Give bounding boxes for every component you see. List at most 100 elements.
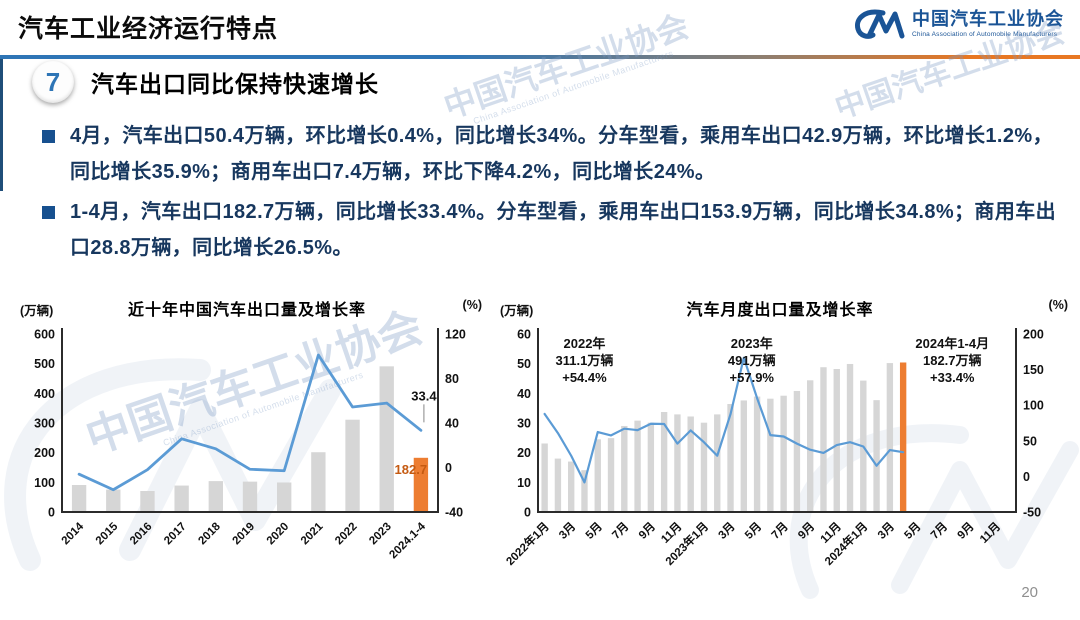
section-number-badge: 7 bbox=[32, 61, 74, 103]
x-tick-label: 7月 bbox=[769, 520, 791, 542]
left-axis-tick: 50 bbox=[517, 357, 531, 371]
x-tick-label: 9月 bbox=[795, 520, 817, 542]
bar bbox=[727, 404, 734, 512]
x-tick-label: 2024.1-4 bbox=[387, 520, 428, 561]
x-tick-label: 2016 bbox=[128, 521, 155, 548]
bar bbox=[594, 439, 601, 512]
annotation-text: 311.1万辆 bbox=[556, 353, 614, 368]
x-tick-label: 2015 bbox=[94, 520, 121, 547]
annotation-text: 2024年1-4月 bbox=[915, 336, 989, 351]
x-tick-label: 7月 bbox=[928, 520, 950, 542]
x-tick-label: 9月 bbox=[636, 520, 658, 542]
bar bbox=[647, 422, 655, 512]
annotation-text: 182.7万辆 bbox=[923, 353, 982, 368]
x-tick-label: 2020 bbox=[265, 521, 292, 548]
left-axis-tick: 500 bbox=[34, 357, 55, 371]
line-end-label: 33.4 bbox=[411, 388, 437, 403]
bar bbox=[714, 414, 721, 512]
page-number: 20 bbox=[1021, 584, 1038, 601]
left-axis-tick: 60 bbox=[517, 328, 531, 342]
x-tick-label: 2014 bbox=[60, 520, 87, 547]
left-axis-tick: 0 bbox=[48, 506, 55, 520]
bar bbox=[621, 425, 628, 512]
cm-logo-icon bbox=[854, 9, 905, 39]
right-axis-unit: (%) bbox=[462, 298, 482, 312]
bar bbox=[846, 363, 854, 512]
bar bbox=[311, 452, 326, 512]
x-tick-label: 11月 bbox=[977, 520, 1003, 546]
x-tick-label: 5月 bbox=[902, 520, 924, 542]
left-accent-bar bbox=[0, 59, 3, 191]
left-axis-unit: (万辆) bbox=[500, 304, 534, 318]
right-axis-tick: 100 bbox=[1023, 399, 1044, 413]
right-axis-tick: 0 bbox=[1023, 470, 1030, 484]
right-axis-tick: 200 bbox=[1023, 328, 1044, 342]
highlight-bar bbox=[413, 457, 429, 512]
x-tick-label: 2017 bbox=[162, 521, 189, 548]
right-axis-tick: -40 bbox=[445, 506, 463, 520]
x-tick-label: 5月 bbox=[583, 520, 605, 542]
bar bbox=[345, 419, 360, 512]
bullet-text: 1-4月，汽车出口182.7万辆，同比增长33.4%。分车型看，乘用车出口153… bbox=[70, 201, 1057, 259]
bar bbox=[753, 396, 761, 512]
bullet-list: 4月，汽车出口50.4万辆，环比增长0.4%，同比增长34%。分车型看，乘用车出… bbox=[42, 119, 1060, 266]
bar bbox=[886, 363, 894, 512]
right-axis-tick: 150 bbox=[1023, 363, 1044, 377]
bar bbox=[820, 367, 827, 512]
bar bbox=[873, 400, 880, 512]
decade-export-chart: (万辆) 近十年中国汽车出口量及增长率 (%) 0 100 200 300 400 500… bbox=[10, 296, 484, 597]
bullet-text: 4月，汽车出口50.4万辆，环比增长0.4%，同比增长34%。分车型看，乘用车出… bbox=[70, 125, 1053, 183]
annotation-text: +54.4% bbox=[562, 370, 607, 385]
chart-title: 汽车月度出口量及增长率 bbox=[686, 302, 874, 319]
bar bbox=[554, 458, 562, 512]
bar bbox=[568, 461, 575, 512]
x-tick-label: 2021 bbox=[299, 520, 326, 547]
watermark-cn: 中国汽车工业协会 bbox=[439, 7, 694, 125]
right-axis-tick: 80 bbox=[445, 372, 459, 386]
x-tick-label: 2018 bbox=[196, 520, 223, 547]
left-axis-tick: 100 bbox=[34, 476, 55, 490]
chart-header: (万辆) 汽车月度出口量及增长率 (%) bbox=[490, 296, 1070, 320]
bar bbox=[807, 380, 814, 512]
x-tick-label: 2019 bbox=[231, 521, 258, 548]
logo-name-en: China Association of Automobile Manufact… bbox=[912, 30, 1058, 38]
bullet-square-icon bbox=[42, 130, 55, 143]
growth-rate-line bbox=[77, 353, 423, 492]
chart-title: 近十年中国汽车出口量及增长率 bbox=[127, 302, 366, 319]
bar bbox=[767, 398, 774, 512]
x-tick-label: 2022年1月 bbox=[503, 519, 552, 568]
annotation-text: +57.9% bbox=[730, 370, 775, 385]
slide: { "page": {"number": "20"}, "header": { … bbox=[0, 7, 1080, 601]
bar bbox=[687, 416, 694, 512]
left-axis-tick: 30 bbox=[517, 417, 531, 431]
bar bbox=[674, 414, 681, 512]
logo-name-cn: 中国汽车工业协会 bbox=[912, 9, 1064, 30]
right-axis-tick: 120 bbox=[445, 328, 466, 342]
right-axis-unit: (%) bbox=[1048, 298, 1068, 312]
header-divider bbox=[0, 55, 1080, 59]
bullet-item: 1-4月，汽车出口182.7万辆，同比增长33.4%。分车型看，乘用车出口153… bbox=[42, 195, 1060, 266]
right-axis-tick: 50 bbox=[1023, 434, 1037, 448]
x-tick-label: 2022 bbox=[333, 521, 360, 548]
section-title: 汽车出口同比保持快速增长 bbox=[91, 71, 379, 97]
left-axis-tick: 400 bbox=[34, 387, 55, 401]
page-title: 汽车工业经济运行特点 bbox=[18, 15, 279, 43]
bullet-item: 4月，汽车出口50.4万辆，环比增长0.4%，同比增长34%。分车型看，乘用车出… bbox=[42, 119, 1060, 190]
growth-rate-line bbox=[543, 356, 905, 484]
x-tick-label: 5月 bbox=[742, 520, 764, 542]
left-axis-tick: 20 bbox=[517, 446, 531, 460]
right-axis-tick: 0 bbox=[445, 461, 452, 475]
annotation-text: 2023年 bbox=[731, 336, 773, 351]
monthly-export-chart: (万辆) 汽车月度出口量及增长率 (%) 0 10 20 30 40 50 60 -50 0 50… bbox=[490, 296, 1070, 597]
x-tick-label: 2023 bbox=[367, 521, 394, 548]
left-axis-tick: 300 bbox=[34, 417, 55, 431]
caam-logo: 中国汽车工业协会 China Association of Automobile… bbox=[853, 7, 1064, 41]
left-axis-tick: 10 bbox=[517, 476, 531, 490]
left-axis-tick: 600 bbox=[34, 328, 55, 342]
watermark-text: 中国汽车工业协会 China Association of Automobile… bbox=[439, 7, 696, 133]
section-heading: 7 汽车出口同比保持快速增长 bbox=[32, 61, 379, 103]
x-tick-label: 7月 bbox=[610, 520, 632, 542]
bar bbox=[277, 482, 292, 512]
bar bbox=[71, 485, 87, 512]
